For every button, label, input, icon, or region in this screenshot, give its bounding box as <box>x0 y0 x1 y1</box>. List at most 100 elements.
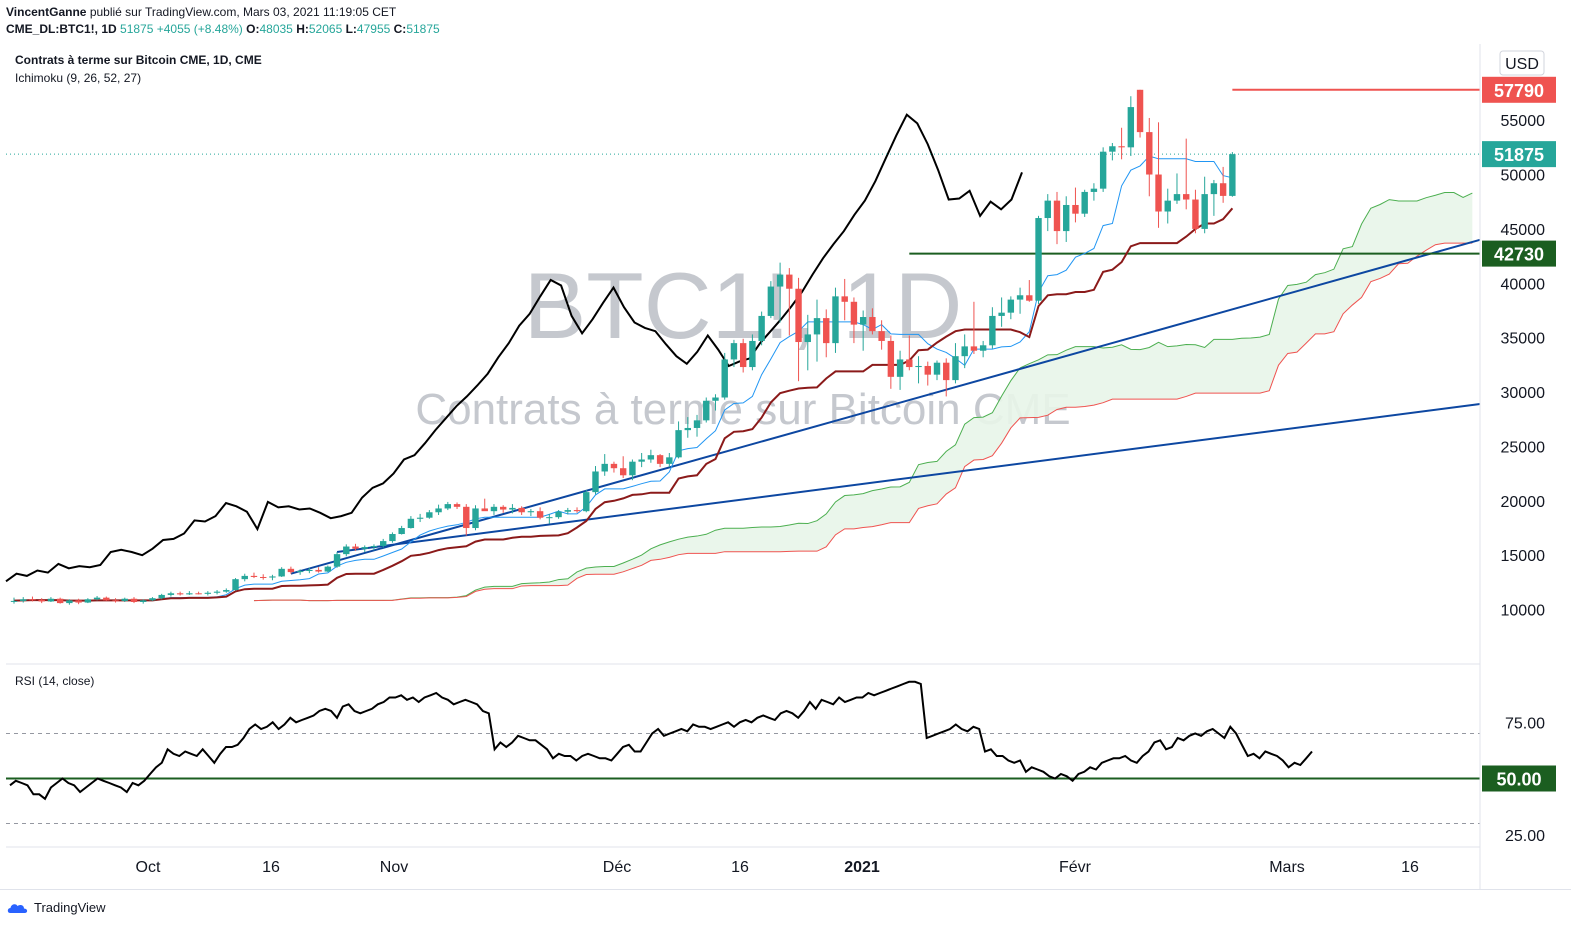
candle[interactable] <box>786 268 793 336</box>
candle[interactable] <box>389 532 396 543</box>
candle[interactable] <box>998 297 1005 327</box>
candle[interactable] <box>712 394 719 411</box>
candle[interactable] <box>1026 280 1033 302</box>
candle[interactable] <box>223 588 230 593</box>
author-name[interactable]: VincentGanne <box>6 5 87 19</box>
time-axis[interactable]: Oct 16 Nov Déc 16 2021 Févr Mars 16 <box>136 859 1419 876</box>
candle[interactable] <box>56 597 64 604</box>
candle[interactable] <box>1053 191 1061 245</box>
candle[interactable] <box>343 544 350 557</box>
candle[interactable] <box>435 504 442 515</box>
ichimoku-legend[interactable]: Ichimoku (9, 26, 52, 27) <box>15 71 141 85</box>
candle[interactable] <box>555 510 562 519</box>
candles[interactable] <box>10 89 1236 605</box>
chart-area[interactable]: BTC1!, 1D Contrats à terme sur Bitcoin C… <box>0 44 1571 889</box>
candle[interactable] <box>583 489 590 513</box>
candle[interactable] <box>287 566 295 574</box>
candle[interactable] <box>140 599 147 604</box>
candle[interactable] <box>47 597 55 602</box>
candle[interactable] <box>75 598 82 605</box>
candle[interactable] <box>10 597 18 604</box>
candle[interactable] <box>195 591 202 595</box>
candle[interactable] <box>490 504 498 515</box>
candle[interactable] <box>1192 189 1199 234</box>
candle[interactable] <box>841 278 848 321</box>
candle[interactable] <box>970 301 978 354</box>
candle[interactable] <box>1201 176 1208 234</box>
candle[interactable] <box>619 456 627 478</box>
price-axis[interactable]: 10000 15000 20000 25000 30000 35000 40000 45000… <box>1482 59 1556 620</box>
candle[interactable] <box>933 360 941 381</box>
candle[interactable] <box>527 509 535 517</box>
candle[interactable] <box>93 596 101 601</box>
candle[interactable] <box>573 507 581 513</box>
candle[interactable] <box>1127 96 1135 157</box>
candle[interactable] <box>481 498 488 512</box>
candle[interactable] <box>601 454 608 476</box>
candle[interactable] <box>989 307 996 349</box>
candle[interactable] <box>472 505 479 531</box>
candle[interactable] <box>426 510 433 519</box>
candle[interactable] <box>112 598 119 603</box>
candle[interactable] <box>629 459 636 481</box>
resistance-price-label[interactable]: 57790 <box>1482 76 1556 103</box>
candle[interactable] <box>167 591 175 597</box>
candle[interactable] <box>370 544 378 551</box>
candle[interactable] <box>103 596 110 601</box>
candle[interactable] <box>204 591 212 596</box>
candle[interactable] <box>693 414 701 437</box>
candle[interactable] <box>278 567 285 577</box>
candle[interactable] <box>1044 194 1051 232</box>
candle[interactable] <box>703 397 710 423</box>
candle[interactable] <box>767 281 775 319</box>
candle[interactable] <box>675 421 682 459</box>
candle[interactable] <box>823 309 830 358</box>
candle[interactable] <box>463 504 470 536</box>
candle[interactable] <box>1035 215 1042 304</box>
candle[interactable] <box>352 543 359 551</box>
candle[interactable] <box>1063 196 1070 242</box>
candle[interactable] <box>813 299 821 362</box>
candle[interactable] <box>315 567 322 573</box>
rsi-legend[interactable]: RSI (14, close) <box>15 674 94 688</box>
candle[interactable] <box>149 597 156 601</box>
candle[interactable] <box>518 506 525 515</box>
candle[interactable] <box>610 461 618 473</box>
candle[interactable] <box>306 567 313 574</box>
candle[interactable] <box>546 513 553 524</box>
candle[interactable] <box>84 598 92 604</box>
candle[interactable] <box>66 599 73 605</box>
rsi-axis[interactable]: 25.00 75.00 50.00 <box>1482 715 1556 845</box>
tradingview-logo[interactable]: TradingView <box>6 900 106 915</box>
candle[interactable] <box>1007 296 1015 320</box>
candle[interactable] <box>398 525 405 535</box>
candle[interactable] <box>213 590 221 595</box>
candle[interactable] <box>795 277 802 382</box>
candle[interactable] <box>1118 127 1125 160</box>
candle[interactable] <box>906 335 913 371</box>
rsi-line[interactable] <box>9 680 1313 801</box>
candle[interactable] <box>666 452 673 468</box>
rsi-pane[interactable] <box>6 680 1480 824</box>
candle[interactable] <box>232 578 239 591</box>
candle[interactable] <box>361 545 368 552</box>
candle[interactable] <box>915 356 922 384</box>
candle[interactable] <box>29 596 36 602</box>
candle[interactable] <box>924 361 931 386</box>
candle[interactable] <box>1136 89 1144 138</box>
candle[interactable] <box>20 597 27 603</box>
rsi-level-label[interactable]: 50.00 <box>1482 765 1556 792</box>
candle[interactable] <box>333 551 341 568</box>
candle[interactable] <box>979 340 987 358</box>
candle[interactable] <box>324 565 332 573</box>
candle[interactable] <box>730 339 738 368</box>
candle[interactable] <box>269 574 276 581</box>
candle[interactable] <box>186 591 193 595</box>
candle[interactable] <box>241 573 248 582</box>
candle[interactable] <box>943 358 950 397</box>
candle[interactable] <box>961 334 968 369</box>
candle[interactable] <box>758 311 765 346</box>
candle[interactable] <box>869 308 876 335</box>
candle[interactable] <box>647 449 655 463</box>
candle[interactable] <box>1229 152 1236 197</box>
